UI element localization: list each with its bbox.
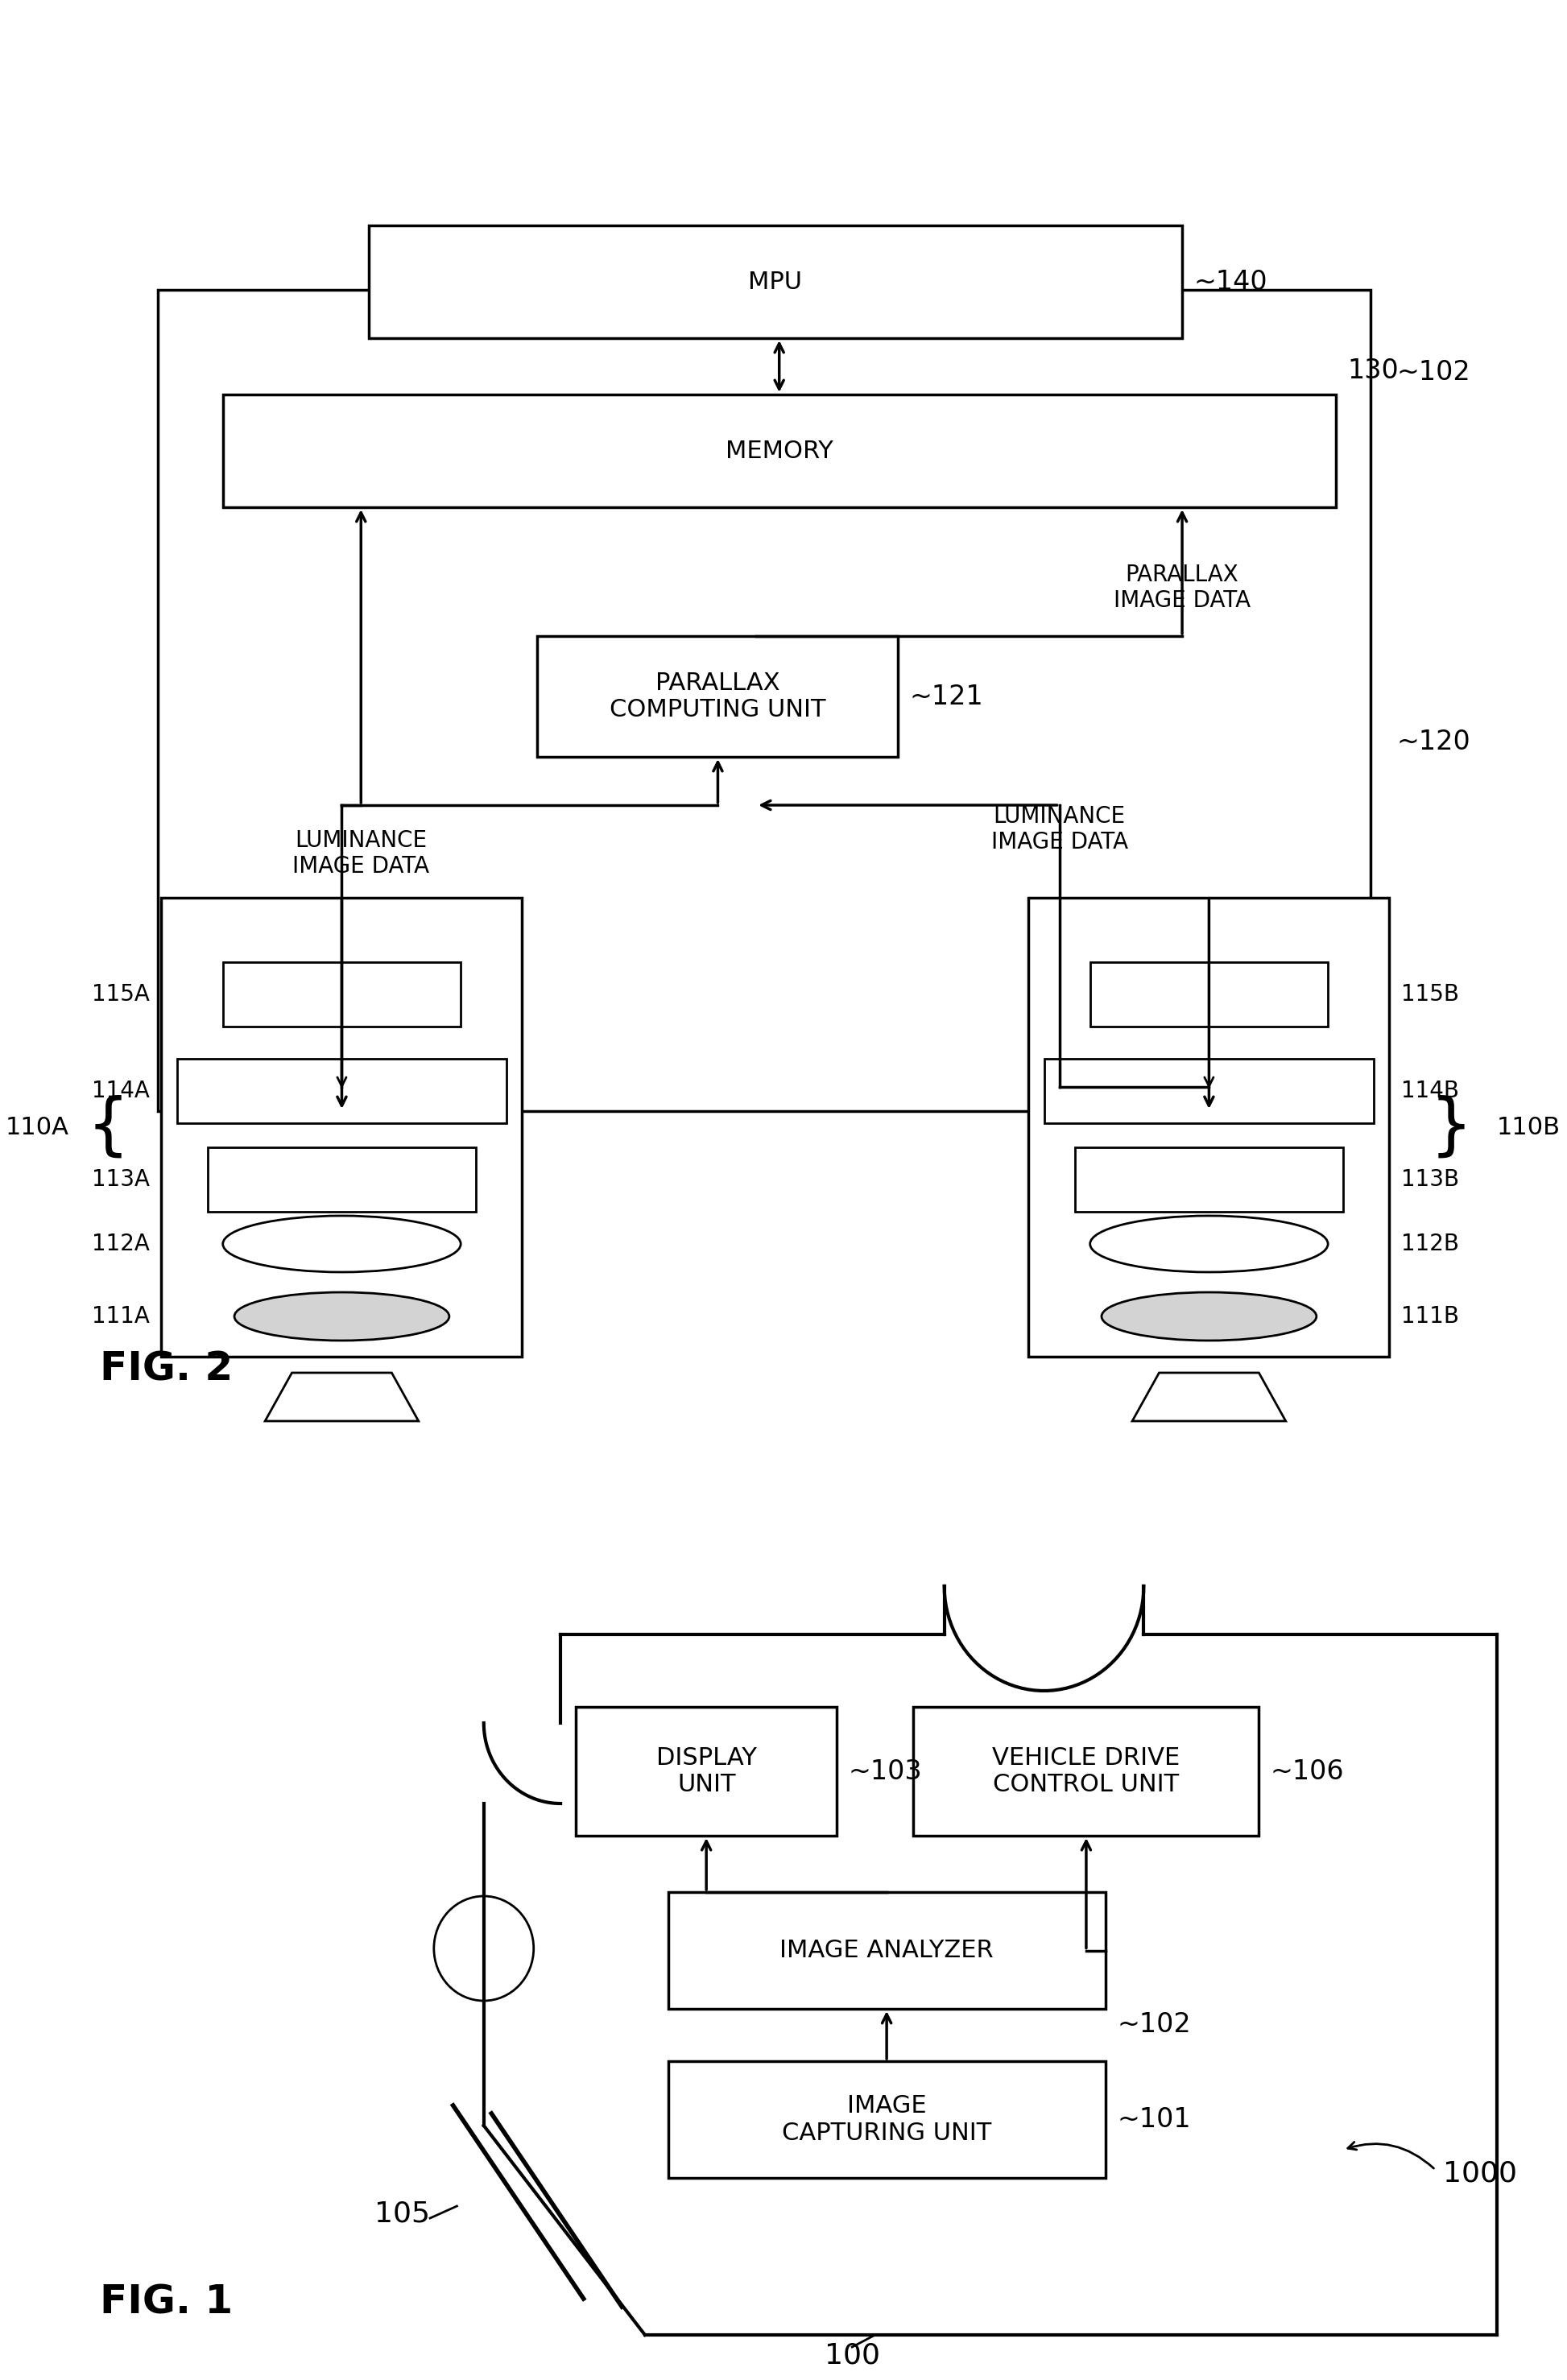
Bar	[161, 897, 522, 1357]
Bar	[1044, 1059, 1374, 1123]
Text: DISPLAY
UNIT: DISPLAY UNIT	[657, 1747, 757, 1797]
Text: PARALLAX
IMAGE DATA: PARALLAX IMAGE DATA	[1114, 564, 1250, 612]
Bar	[914, 1706, 1258, 1835]
Text: ~102: ~102	[1117, 2011, 1191, 2037]
Text: VEHICLE DRIVE
CONTROL UNIT: VEHICLE DRIVE CONTROL UNIT	[992, 1747, 1180, 1797]
Text: 100: 100	[824, 2342, 881, 2368]
Text: 113B: 113B	[1401, 1169, 1459, 1190]
Text: FIG. 1: FIG. 1	[100, 2282, 233, 2323]
Text: LUMINANCE
IMAGE DATA: LUMINANCE IMAGE DATA	[293, 828, 429, 878]
Polygon shape	[265, 1373, 418, 1421]
Bar	[223, 962, 461, 1026]
Text: 111A: 111A	[92, 1304, 150, 1328]
Text: 110B: 110B	[1496, 1116, 1561, 1140]
Text: MEMORY: MEMORY	[726, 440, 834, 462]
Text: ~121: ~121	[910, 683, 984, 709]
Bar	[223, 395, 1335, 507]
Text: {: {	[86, 1095, 128, 1159]
Text: ~102: ~102	[1398, 359, 1471, 386]
Bar	[1075, 1147, 1343, 1211]
Text: 105: 105	[375, 2202, 429, 2228]
Text: ~120: ~120	[1398, 728, 1471, 754]
Text: ~101: ~101	[1117, 2106, 1191, 2132]
Bar	[158, 290, 1370, 1111]
Bar	[668, 2061, 1105, 2178]
Text: ~106: ~106	[1271, 1759, 1344, 1785]
Text: 1000: 1000	[1443, 2161, 1517, 2187]
Text: MPU: MPU	[749, 269, 802, 293]
Text: 111B: 111B	[1401, 1304, 1459, 1328]
Text: 113A: 113A	[92, 1169, 150, 1190]
Text: FIG. 2: FIG. 2	[100, 1349, 233, 1388]
Text: PARALLAX
COMPUTING UNIT: PARALLAX COMPUTING UNIT	[610, 671, 826, 721]
Bar	[575, 1706, 837, 1835]
Bar	[668, 1892, 1105, 2009]
Text: IMAGE ANALYZER: IMAGE ANALYZER	[780, 1940, 993, 1961]
Bar	[207, 1147, 476, 1211]
Bar	[177, 1059, 506, 1123]
Text: 130: 130	[1348, 357, 1398, 383]
Text: 114A: 114A	[92, 1081, 150, 1102]
Text: IMAGE
CAPTURING UNIT: IMAGE CAPTURING UNIT	[782, 2094, 992, 2144]
Text: 112A: 112A	[92, 1233, 150, 1254]
Bar	[1028, 897, 1390, 1357]
Text: 115A: 115A	[92, 983, 150, 1007]
Text: LUMINANCE
IMAGE DATA: LUMINANCE IMAGE DATA	[990, 804, 1128, 854]
Text: 110A: 110A	[6, 1116, 69, 1140]
Text: 115B: 115B	[1401, 983, 1459, 1007]
Bar	[368, 226, 1182, 338]
Text: 112B: 112B	[1401, 1233, 1459, 1254]
Text: }: }	[1429, 1095, 1471, 1159]
Ellipse shape	[235, 1292, 450, 1340]
Ellipse shape	[1102, 1292, 1316, 1340]
Polygon shape	[1133, 1373, 1287, 1421]
Text: ~140: ~140	[1194, 269, 1268, 295]
Text: 114B: 114B	[1401, 1081, 1459, 1102]
Bar	[1091, 962, 1327, 1026]
Text: ~103: ~103	[848, 1759, 921, 1785]
Bar	[537, 635, 898, 757]
